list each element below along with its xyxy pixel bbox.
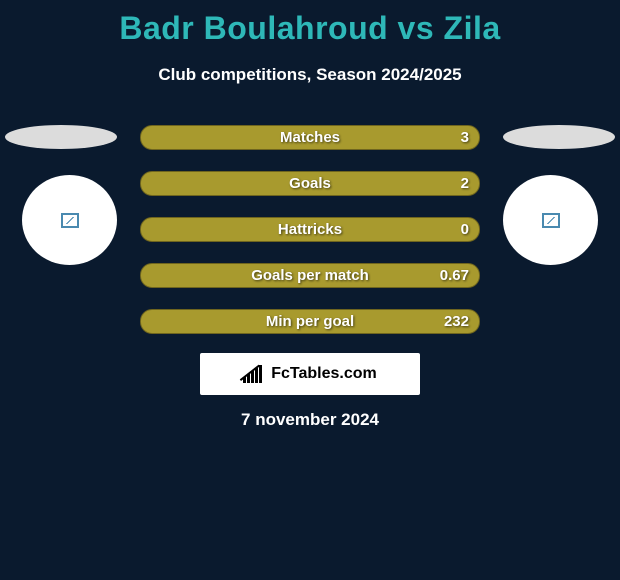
brand-label: FcTables.com bbox=[271, 365, 377, 383]
stat-label: Matches bbox=[280, 129, 340, 146]
date-label: 7 november 2024 bbox=[0, 410, 620, 430]
stat-bar-mpg: Min per goal 232 bbox=[140, 309, 480, 334]
stat-label: Goals bbox=[289, 175, 331, 192]
stat-label: Min per goal bbox=[266, 313, 354, 330]
brand-logo-icon bbox=[243, 365, 265, 383]
page-subtitle: Club competitions, Season 2024/2025 bbox=[0, 65, 620, 85]
player-right-ellipse bbox=[503, 125, 615, 149]
stat-value-right: 0 bbox=[461, 221, 469, 238]
stat-value-right: 0.67 bbox=[440, 267, 469, 284]
stat-label: Hattricks bbox=[278, 221, 342, 238]
player-left-avatar bbox=[22, 175, 117, 265]
stat-bar-hattricks: Hattricks 0 bbox=[140, 217, 480, 242]
stat-bar-gpm: Goals per match 0.67 bbox=[140, 263, 480, 288]
player-right-avatar bbox=[503, 175, 598, 265]
image-placeholder-icon bbox=[61, 213, 79, 228]
page-title: Badr Boulahroud vs Zila bbox=[0, 0, 620, 47]
stat-value-right: 3 bbox=[461, 129, 469, 146]
player-left-ellipse bbox=[5, 125, 117, 149]
stat-value-right: 2 bbox=[461, 175, 469, 192]
brand-box[interactable]: FcTables.com bbox=[200, 353, 420, 395]
stat-value-right: 232 bbox=[444, 313, 469, 330]
image-placeholder-icon bbox=[542, 213, 560, 228]
stat-label: Goals per match bbox=[251, 267, 369, 284]
stats-bars: Matches 3 Goals 2 Hattricks 0 Goals per … bbox=[140, 125, 480, 355]
stat-bar-matches: Matches 3 bbox=[140, 125, 480, 150]
stat-bar-goals: Goals 2 bbox=[140, 171, 480, 196]
